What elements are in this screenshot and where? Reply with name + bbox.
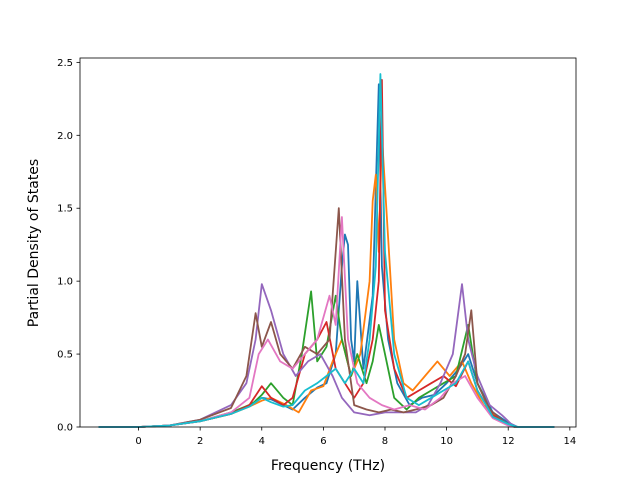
y-tick-label: 1.0 <box>57 277 73 288</box>
series-line-8 <box>98 73 555 428</box>
x-tick-label: 0 <box>135 436 141 447</box>
x-tick-label: 8 <box>382 436 388 447</box>
x-axis-ticks: 0 2 4 6 8 10 12 14 <box>135 427 576 447</box>
x-tick-label: 2 <box>197 436 203 447</box>
x-tick-label: 14 <box>563 436 576 447</box>
y-tick-label: 1.5 <box>57 204 73 215</box>
x-tick-label: 4 <box>259 436 265 447</box>
x-tick-label: 10 <box>440 436 453 447</box>
y-tick-label: 0.5 <box>57 350 73 361</box>
y-tick-label: 2.5 <box>57 58 73 69</box>
plot-frame <box>79 57 577 428</box>
y-tick-label: 2.0 <box>57 131 73 142</box>
y-tick-label: 0.0 <box>57 423 73 434</box>
series-line-6 <box>98 207 555 428</box>
x-tick-label: 12 <box>502 436 515 447</box>
series-layer <box>98 73 555 428</box>
x-tick-label: 6 <box>320 436 326 447</box>
series-line-7 <box>98 216 555 428</box>
x-axis-label: Frequency (THz) <box>271 458 385 474</box>
y-axis-ticks: 0.0 0.5 1.0 1.5 2.0 2.5 <box>57 58 80 434</box>
y-axis-label: Partial Density of States <box>26 159 42 327</box>
